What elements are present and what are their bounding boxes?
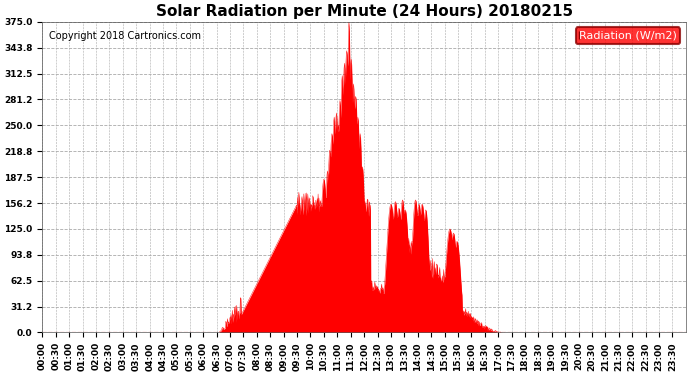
Text: Copyright 2018 Cartronics.com: Copyright 2018 Cartronics.com: [49, 31, 201, 41]
Legend: Radiation (W/m2): Radiation (W/m2): [575, 27, 680, 44]
Title: Solar Radiation per Minute (24 Hours) 20180215: Solar Radiation per Minute (24 Hours) 20…: [155, 4, 573, 19]
